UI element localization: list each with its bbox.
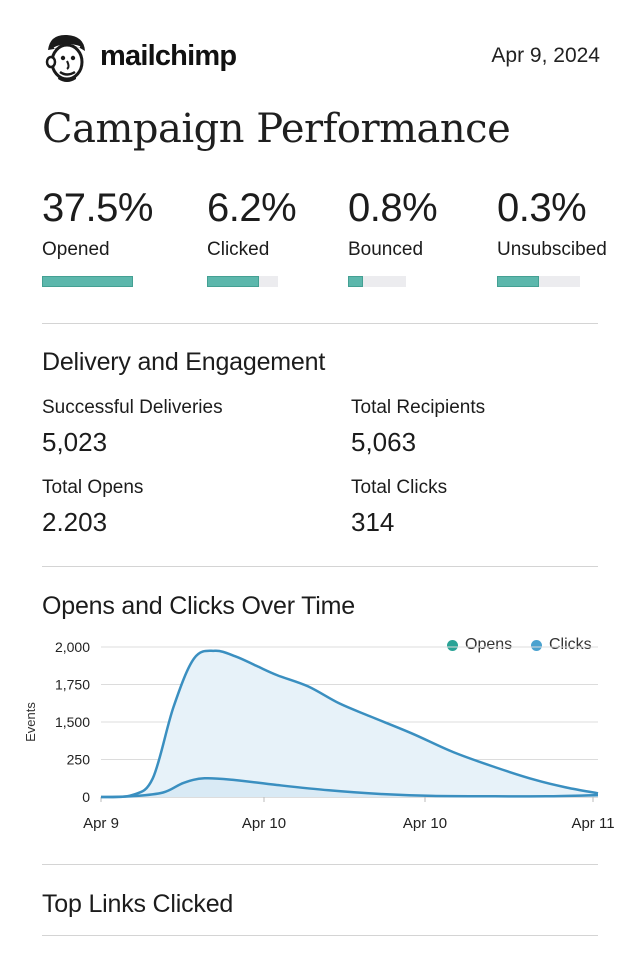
stat-bounced-value: 0.8% [348, 186, 438, 230]
header: mailchimp Apr 9, 2024 [40, 30, 600, 86]
stat-unsubscribed: 0.3% Unsubscibed [497, 186, 607, 261]
stat-unsubscribed-label: Unsubscibed [497, 239, 607, 260]
stat-opened-bar-fill [42, 276, 133, 287]
metric-value: 2.203 [42, 507, 108, 537]
stat-clicked-value: 6.2% [207, 186, 297, 230]
divider [42, 864, 598, 865]
metric-label: Total Recipients [351, 397, 486, 418]
chart-x-ticks: Apr 9 Apr 10 Apr 10 Apr 11 [83, 815, 614, 832]
legend-opens-label: Opens [465, 636, 513, 653]
metric-total-clicks: Total Clicks 314 [351, 477, 447, 538]
delivery-section-title: Delivery and Engagement [42, 348, 326, 376]
stat-clicked-bar-fill [207, 276, 259, 287]
chart-y-axis-label: Events [23, 702, 38, 742]
divider [42, 323, 598, 324]
series-line-opens [100, 649, 599, 799]
chart-y-ticks: 0 250 1,500 1,750 2,000 [55, 639, 90, 805]
stat-clicked-label: Clicked [207, 239, 270, 260]
y-tick-label: 250 [67, 752, 91, 768]
x-tick-label: Apr 11 [571, 815, 614, 832]
chart-section-title: Opens and Clicks Over Time [42, 592, 355, 620]
legend-opens[interactable]: Opens [447, 636, 512, 654]
y-tick-label: 0 [82, 789, 90, 805]
metric-value: 5,023 [42, 427, 108, 457]
stat-bounced-label: Bounced [348, 239, 424, 260]
metric-total-recipients: Total Recipients 5,063 [351, 397, 485, 458]
stat-bounced-bar-fill [348, 276, 363, 287]
stat-bounced-bar [348, 276, 406, 287]
metric-label: Total Clicks [351, 477, 448, 498]
legend-clicks-dot [531, 639, 542, 651]
stat-unsubscribed-value: 0.3% [497, 186, 587, 230]
y-tick-label: 1,500 [55, 714, 90, 730]
stat-bounced: 0.8% Bounced [348, 186, 438, 261]
stat-opened-value: 37.5% [42, 186, 153, 230]
page-title: Campaign Performance [42, 106, 511, 152]
stat-opened-label: Opened [42, 239, 110, 260]
stat-opened: 37.5% Opened [42, 186, 153, 261]
stat-opened-bar [42, 276, 133, 287]
stat-unsubscribed-bar-fill [497, 276, 539, 287]
metric-value: 5,063 [351, 427, 417, 457]
y-tick-label: 1,750 [55, 677, 90, 693]
metric-label: Successful Deliveries [42, 397, 223, 418]
mailchimp-logo-icon[interactable] [40, 30, 100, 86]
x-tick-label: Apr 10 [403, 815, 447, 832]
stat-clicked-bar [207, 276, 278, 287]
series-area-clicks [101, 778, 598, 797]
metric-successful-deliveries: Successful Deliveries 5,023 [42, 397, 223, 458]
top-links-section-title: Top Links Clicked [42, 890, 234, 918]
brand-name: mailchimp [100, 40, 237, 72]
campaign-date: Apr 9, 2024 [491, 44, 600, 67]
y-tick-label: 2,000 [55, 639, 90, 655]
chart-areas [100, 649, 599, 799]
x-tick-label: Apr 9 [83, 815, 119, 832]
metric-total-opens: Total Opens 2.203 [42, 477, 143, 538]
metric-label: Total Opens [42, 477, 144, 498]
stat-clicked: 6.2% Clicked [207, 186, 297, 261]
legend-clicks[interactable]: Clicks [531, 636, 592, 654]
series-line-clicks [100, 776, 599, 799]
metric-value: 314 [351, 507, 395, 537]
x-tick-label: Apr 10 [242, 815, 286, 832]
divider [42, 935, 598, 936]
legend-clicks-label: Clicks [549, 636, 592, 653]
stat-unsubscribed-bar [497, 276, 580, 287]
divider [42, 566, 598, 567]
legend-opens-dot [447, 639, 458, 651]
